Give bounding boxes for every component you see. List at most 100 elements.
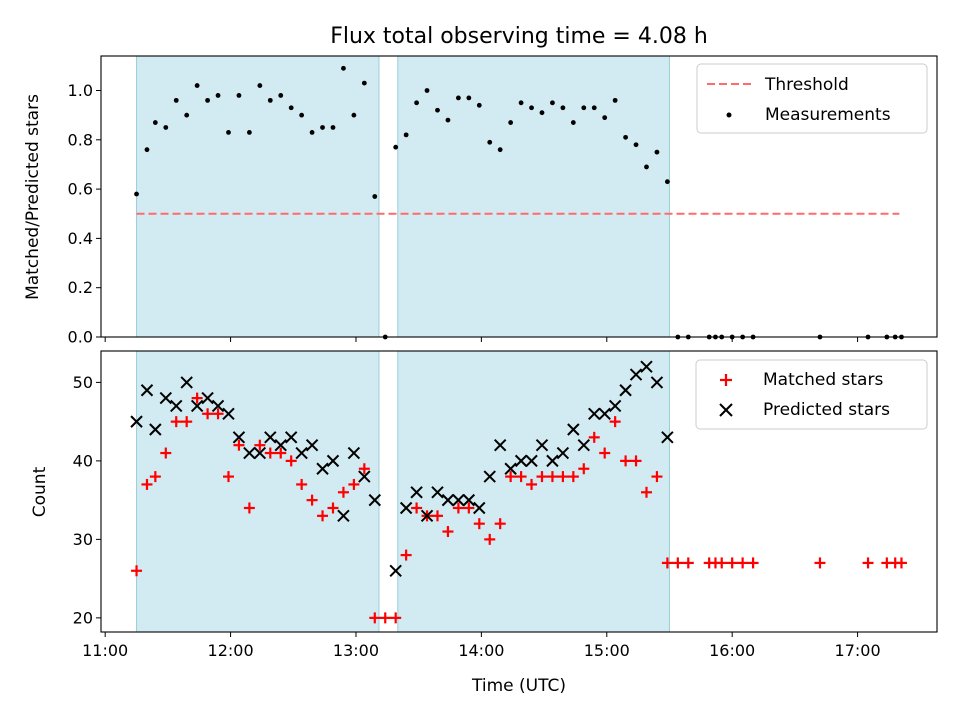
predicted-star-point	[316, 462, 329, 475]
top-y-axis: 0.0 0.2 0.4 0.6 0.8 1.0	[68, 81, 101, 347]
measurement-point	[288, 105, 294, 111]
matched-stars-points	[131, 392, 907, 624]
predicted-star-point	[535, 438, 549, 452]
top-legend-box	[696, 63, 928, 134]
measurement-point	[351, 112, 357, 118]
matched-star-point	[296, 478, 308, 490]
measurement-point	[267, 97, 273, 103]
measurement-points	[134, 65, 904, 340]
matched-star-point	[390, 612, 402, 624]
predicted-star-point	[483, 470, 496, 483]
matched-star-point	[737, 557, 749, 569]
matched-star-point	[317, 510, 329, 522]
matched-star-point	[726, 557, 738, 569]
matched-legend-swatch	[720, 374, 732, 386]
measurement-point	[518, 100, 524, 106]
measurement-point	[194, 83, 200, 88]
measurement-point	[330, 125, 336, 130]
matched-star-point	[473, 518, 485, 530]
predicted-legend-label: Predicted stars	[763, 400, 890, 420]
predicted-star-point	[368, 493, 381, 507]
measurement-point	[539, 110, 545, 116]
matched-star-point	[609, 416, 621, 428]
top-ytick-label: 0.2	[68, 278, 93, 297]
predicted-star-point	[149, 423, 162, 436]
measurement-point	[602, 115, 608, 121]
matched-star-point	[505, 471, 517, 483]
predicted-star-point	[473, 501, 486, 515]
matched-star-point	[233, 439, 245, 451]
matched-star-point	[578, 463, 590, 475]
bottom-xtick-label: 14:00	[458, 641, 504, 660]
measurement-point	[372, 194, 378, 199]
predicted-star-point	[598, 407, 611, 421]
matched-star-point	[546, 471, 558, 483]
top-legend: Threshold Measurements	[696, 63, 928, 134]
measurement-point	[529, 105, 534, 111]
matched-star-point	[494, 518, 506, 530]
measurement-point	[236, 93, 242, 98]
measurement-point	[414, 100, 419, 106]
predicted-star-point	[253, 446, 267, 460]
predicted-star-point	[222, 407, 235, 421]
matched-star-point	[243, 502, 255, 514]
measurement-point	[550, 100, 555, 106]
predicted-stars-points	[130, 360, 674, 577]
predicted-star-point	[629, 368, 643, 381]
matched-star-point	[620, 455, 632, 467]
predicted-star-point	[546, 454, 559, 468]
bottom-ytick-label: 20	[73, 608, 93, 627]
predicted-star-point	[326, 454, 340, 468]
matched-star-point	[463, 502, 475, 514]
bottom-ytick-label: 50	[73, 373, 93, 392]
predicted-star-point	[577, 438, 590, 452]
measurement-point	[445, 117, 451, 123]
measurement-point	[455, 95, 461, 101]
measurement-point	[226, 130, 231, 135]
predicted-star-point	[420, 509, 434, 523]
matched-star-point	[181, 416, 193, 428]
predicted-star-point	[567, 423, 580, 436]
bottom-ytick-label: 40	[73, 451, 93, 470]
predicted-star-point	[431, 486, 444, 499]
bottom-y-axis: 20 30 40 50	[73, 373, 101, 627]
matched-star-point	[452, 502, 464, 514]
bottom-x-axis: 11:00 12:00 13:00 14:00 15:00 16:00 17:00	[82, 632, 881, 660]
top-ytick-label: 1.0	[68, 81, 93, 100]
measurement-point	[341, 65, 346, 71]
measurements-legend-swatch	[726, 112, 732, 118]
matched-star-point	[170, 416, 182, 428]
measurement-point	[644, 164, 649, 170]
matched-star-point	[672, 557, 684, 569]
predicted-star-point	[232, 431, 246, 444]
predicted-star-point	[525, 454, 538, 468]
predicted-star-point	[305, 438, 319, 452]
predicted-star-point	[462, 493, 476, 507]
measurement-point	[144, 147, 150, 153]
matched-star-point	[814, 557, 826, 569]
measurement-point	[403, 132, 409, 138]
threshold-legend-label: Threshold	[764, 75, 849, 95]
predicted-star-point	[190, 399, 204, 413]
measurement-point	[278, 93, 284, 98]
bottom-xtick-label: 17:00	[835, 641, 881, 660]
measurement-point	[476, 102, 482, 108]
predicted-star-point	[180, 376, 193, 389]
predicted-star-point	[504, 462, 517, 475]
observing-interval-0	[136, 55, 380, 338]
top-panel: 0.0 0.2 0.4 0.6 0.8 1.0 Matched/Predicted sta…	[23, 55, 938, 347]
top-ytick-label: 0.4	[68, 229, 93, 248]
predicted-star-point	[556, 446, 570, 460]
matched-star-point	[630, 455, 642, 467]
matched-star-point	[431, 510, 443, 522]
measurement-point	[435, 107, 440, 113]
top-ytick-label: 0.8	[68, 130, 93, 149]
predicted-star-point	[608, 399, 622, 413]
matched-star-point	[747, 557, 759, 569]
measurement-point	[424, 88, 430, 93]
matched-legend-label: Matched stars	[763, 370, 883, 390]
measurement-point	[393, 144, 399, 150]
matched-star-point	[264, 447, 276, 459]
